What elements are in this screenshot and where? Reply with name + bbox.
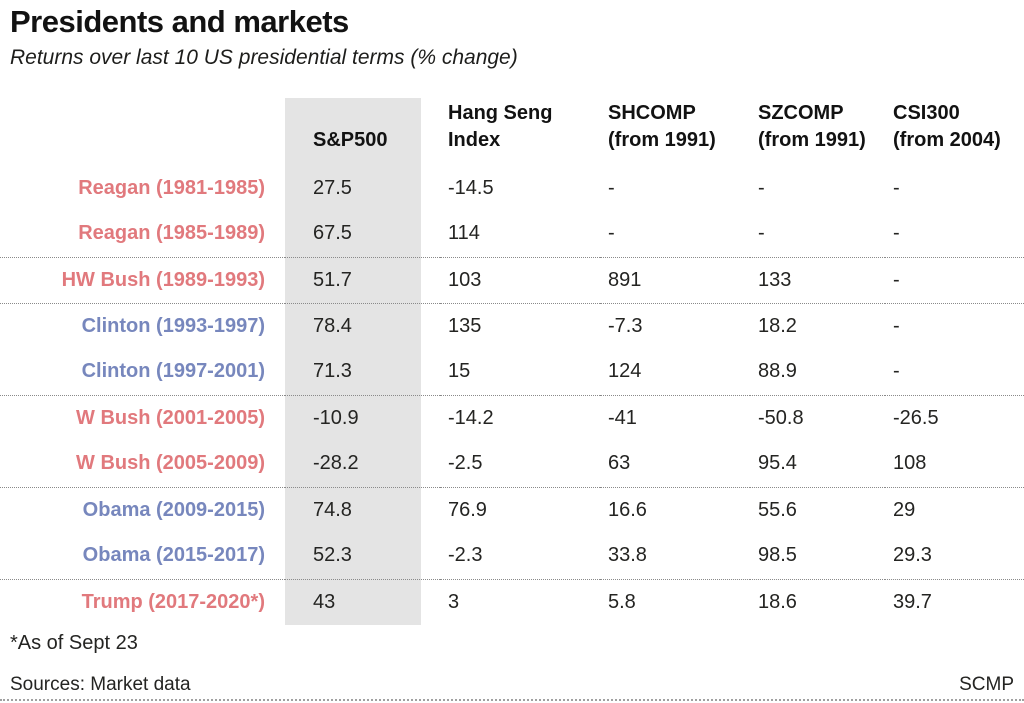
cell-value: 108 (893, 452, 927, 475)
cell-value: 5.8 (608, 590, 636, 613)
column-header-line2: Index (448, 129, 501, 151)
row-label: HW Bush (1989-1993) (61, 268, 265, 291)
cell-value: - (758, 176, 765, 199)
cell-value: 74.8 (313, 498, 352, 521)
cell-value: 67.5 (313, 222, 352, 245)
row-label: Reagan (1985-1989) (78, 222, 265, 245)
cell-value: - (608, 176, 615, 199)
row-label: W Bush (2005-2009) (76, 452, 265, 475)
table-row: Clinton (1993-1997) 78.4 135 -7.3 18.2 - (0, 303, 1024, 349)
cell-value: 15 (448, 360, 471, 383)
footnote: *As of Sept 23 (10, 632, 138, 654)
cell-value: -28.2 (313, 452, 359, 475)
cell-value: 29.3 (893, 544, 932, 567)
cell-value: -14.2 (448, 406, 494, 429)
column-header-line2: (from 2004) (893, 129, 1001, 151)
column-header-hang-seng: Hang Seng Index (440, 98, 600, 165)
cell-value: 76.9 (448, 498, 487, 521)
cell-value: 114 (448, 222, 480, 245)
cell-value: - (758, 222, 765, 245)
column-header-sp500: S&P500 (285, 98, 440, 165)
cell-value: 133 (758, 268, 792, 291)
cell-value: 33.8 (608, 544, 647, 567)
cell-value: - (893, 222, 900, 245)
page-title: Presidents and markets (10, 4, 349, 39)
row-label: Trump (2017-2020*) (81, 590, 265, 613)
cell-value: 52.3 (313, 544, 352, 567)
table-row: Obama (2015-2017) 52.3 -2.3 33.8 98.5 29… (0, 533, 1024, 579)
table-row: W Bush (2005-2009) -28.2 -2.5 63 95.4 10… (0, 441, 1024, 487)
column-header-blank (0, 98, 285, 165)
row-label: Obama (2009-2015) (82, 498, 265, 521)
cell-value: -26.5 (893, 406, 939, 429)
cell-value: - (893, 176, 900, 199)
cell-value: -41 (608, 406, 637, 429)
column-header-csi300: CSI300 (from 2004) (885, 98, 1024, 165)
cell-value: 51.7 (313, 268, 352, 291)
cell-value: 135 (448, 314, 482, 337)
cell-value: 3 (448, 590, 460, 613)
table-row: Trump (2017-2020*) 43 3 5.8 18.6 39.7 (0, 579, 1024, 625)
source-bar: Sources: Market data SCMP (10, 674, 1014, 696)
cell-value: -14.5 (448, 176, 494, 199)
row-label: W Bush (2001-2005) (76, 406, 265, 429)
cell-value: -50.8 (758, 406, 804, 429)
cell-value: 78.4 (313, 314, 352, 337)
returns-table: S&P500 Hang Seng Index SHCOMP (from 1991… (0, 98, 1024, 625)
page-subtitle: Returns over last 10 US presidential ter… (10, 46, 518, 69)
cell-value: -2.5 (448, 452, 483, 475)
cell-value: 43 (313, 590, 336, 613)
column-header-szcomp: SZCOMP (from 1991) (750, 98, 885, 165)
cell-value: 88.9 (758, 360, 797, 383)
column-header-shcomp: SHCOMP (from 1991) (600, 98, 750, 165)
header-row: S&P500 Hang Seng Index SHCOMP (from 1991… (0, 98, 1024, 165)
table-row: W Bush (2001-2005) -10.9 -14.2 -41 -50.8… (0, 395, 1024, 441)
cell-value: 18.6 (758, 590, 797, 613)
column-header-line1: SHCOMP (608, 102, 696, 124)
cell-value: 16.6 (608, 498, 647, 521)
bottom-rule (0, 699, 1024, 701)
table-row: Reagan (1985-1989) 67.5 114 - - - (0, 211, 1024, 257)
cell-value: - (893, 314, 900, 337)
table-row: Clinton (1997-2001) 71.3 15 124 88.9 - (0, 349, 1024, 395)
cell-value: 891 (608, 268, 642, 291)
cell-value: 29 (893, 498, 916, 521)
cell-value: - (608, 222, 615, 245)
cell-value: 71.3 (313, 360, 352, 383)
cell-value: 27.5 (313, 176, 352, 199)
cell-value: 98.5 (758, 544, 797, 567)
cell-value: 95.4 (758, 452, 797, 475)
cell-value: - (893, 268, 900, 291)
row-label: Obama (2015-2017) (82, 544, 265, 567)
column-header-line2: (from 1991) (758, 129, 866, 151)
cell-value: 55.6 (758, 498, 797, 521)
column-header-line2: (from 1991) (608, 129, 716, 151)
column-header-line1: SZCOMP (758, 102, 844, 124)
cell-value: 63 (608, 452, 631, 475)
cell-value: 39.7 (893, 590, 932, 613)
table-row: Obama (2009-2015) 74.8 76.9 16.6 55.6 29 (0, 487, 1024, 533)
column-header-line1: Hang Seng (448, 102, 553, 124)
cell-value: -10.9 (313, 406, 359, 429)
column-header-line1: CSI300 (893, 102, 960, 124)
cell-value: 124 (608, 360, 642, 383)
row-label: Clinton (1993-1997) (81, 314, 265, 337)
table-row: HW Bush (1989-1993) 51.7 103 891 133 - (0, 257, 1024, 303)
credit-text: SCMP (959, 674, 1014, 695)
cell-value: -2.3 (448, 544, 483, 567)
column-header-line2: S&P500 (313, 129, 388, 151)
cell-value: -7.3 (608, 314, 643, 337)
row-label: Reagan (1981-1985) (78, 176, 265, 199)
cell-value: 103 (448, 268, 482, 291)
cell-value: - (893, 360, 900, 383)
sp500-highlight-band (285, 98, 421, 625)
table-row: Reagan (1981-1985) 27.5 -14.5 - - - (0, 165, 1024, 211)
source-text: Sources: Market data (10, 674, 191, 695)
row-label: Clinton (1997-2001) (81, 360, 265, 383)
cell-value: 18.2 (758, 314, 797, 337)
